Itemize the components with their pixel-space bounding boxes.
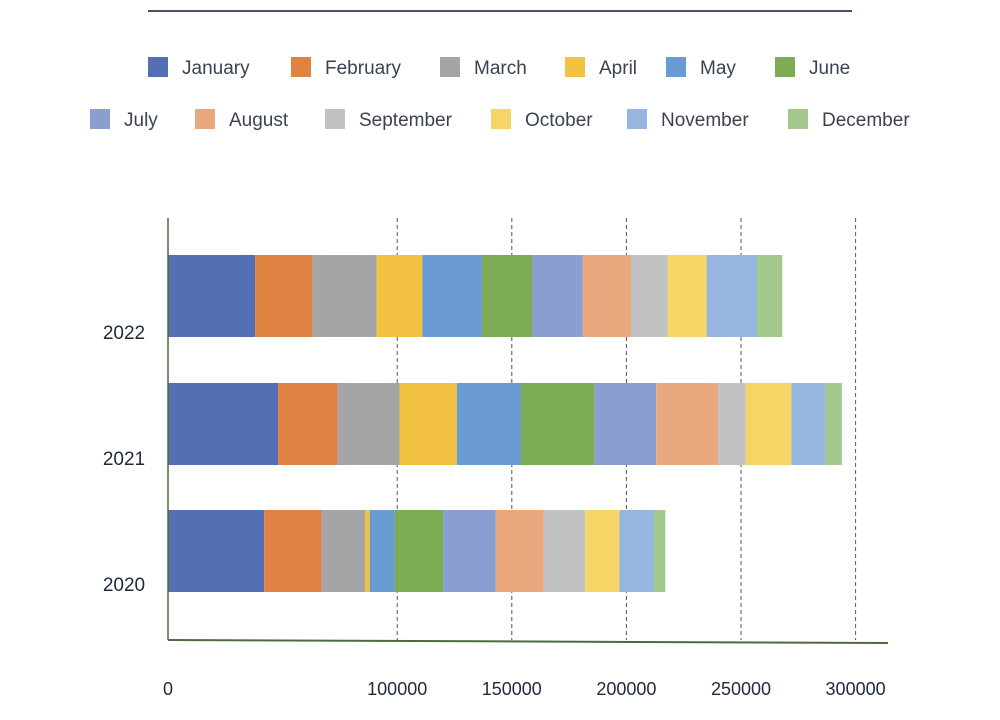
x-axis-line xyxy=(167,639,889,644)
bar-2022-april xyxy=(376,255,423,337)
legend-label-march: March xyxy=(474,58,527,79)
bar-2020-november xyxy=(619,510,654,592)
legend-label-november: November xyxy=(661,110,749,131)
bar-2021-december xyxy=(825,383,842,465)
legend-label-july: July xyxy=(124,110,158,131)
legend-item-august: August xyxy=(195,109,289,131)
legend-swatch-may xyxy=(666,57,686,77)
legend-swatch-january xyxy=(148,57,168,77)
bar-2021-february xyxy=(278,383,338,465)
bar-2020-december xyxy=(653,510,666,592)
legend-item-november: November xyxy=(627,109,749,131)
bar-group-2021 xyxy=(168,383,842,465)
bar-2021-july xyxy=(594,383,657,465)
bar-2020-july xyxy=(443,510,496,592)
bar-2021-may xyxy=(456,383,521,465)
legend-swatch-august xyxy=(195,109,215,129)
legend-item-may: May xyxy=(666,57,736,79)
y-category-label-2020: 2020 xyxy=(103,575,145,596)
legend-item-october: October xyxy=(491,109,593,131)
legend-swatch-september xyxy=(325,109,345,129)
bar-2020-march xyxy=(321,510,366,592)
x-tick-label-200000: 200000 xyxy=(596,679,656,699)
legend-label-june: June xyxy=(809,58,850,79)
legend: January February March April May June July Augu… xyxy=(90,57,910,131)
legend-swatch-april xyxy=(565,57,585,77)
bar-2022-october xyxy=(667,255,707,337)
legend-item-january: January xyxy=(148,57,250,79)
bar-2021-january xyxy=(168,383,279,465)
legend-label-december: December xyxy=(822,110,910,131)
legend-swatch-march xyxy=(440,57,460,77)
legend-label-september: September xyxy=(359,110,453,131)
bar-2020-may xyxy=(369,510,395,592)
x-tick-label-250000: 250000 xyxy=(711,679,771,699)
legend-swatch-december xyxy=(788,109,808,129)
bar-2021-august xyxy=(656,383,719,465)
bar-2021-october xyxy=(745,383,792,465)
bar-2020-september xyxy=(543,510,586,592)
bar-2020-april xyxy=(365,510,370,592)
legend-item-december: December xyxy=(788,109,910,131)
bar-2022-september xyxy=(630,255,668,337)
legend-item-july: July xyxy=(90,109,158,131)
bar-2021-november xyxy=(791,383,826,465)
x-tick-labels: 0 100000 150000 200000 250000 300000 xyxy=(163,679,886,699)
legend-label-february: February xyxy=(325,58,402,79)
legend-item-march: March xyxy=(440,57,527,79)
bar-2022-march xyxy=(312,255,377,337)
bar-group-2022 xyxy=(168,255,783,337)
legend-swatch-november xyxy=(627,109,647,129)
axes xyxy=(167,218,889,644)
bar-2020-february xyxy=(264,510,322,592)
bar-2021-april xyxy=(399,383,457,465)
x-tick-label-0: 0 xyxy=(163,679,173,699)
legend-item-september: September xyxy=(325,109,453,131)
bar-2021-june xyxy=(520,383,595,465)
x-tick-label-150000: 150000 xyxy=(482,679,542,699)
bar-2020-january xyxy=(168,510,265,592)
legend-item-april: April xyxy=(565,57,637,79)
bar-2020-october xyxy=(585,510,620,592)
bar-group-2020 xyxy=(168,510,666,592)
bar-2022-february xyxy=(255,255,313,337)
x-tick-label-100000: 100000 xyxy=(367,679,427,699)
legend-label-january: January xyxy=(182,58,250,79)
legend-item-february: February xyxy=(291,57,402,79)
legend-swatch-october xyxy=(491,109,511,129)
bar-2020-august xyxy=(495,510,544,592)
bar-2022-july xyxy=(532,255,583,337)
legend-swatch-june xyxy=(775,57,795,77)
legend-label-august: August xyxy=(229,110,289,131)
legend-swatch-july xyxy=(90,109,110,129)
legend-label-october: October xyxy=(525,110,593,131)
bar-2021-march xyxy=(337,383,400,465)
bars xyxy=(168,255,842,592)
bar-2022-june xyxy=(482,255,533,337)
bar-2022-november xyxy=(706,255,758,337)
bar-2022-january xyxy=(168,255,256,337)
legend-item-june: June xyxy=(775,57,850,79)
bar-2022-august xyxy=(582,255,631,337)
y-category-label-2022: 2022 xyxy=(103,323,145,344)
bar-2020-june xyxy=(394,510,444,592)
x-tick-label-300000: 300000 xyxy=(826,679,886,699)
legend-label-april: April xyxy=(599,58,637,79)
y-category-label-2021: 2021 xyxy=(103,449,145,470)
legend-label-may: May xyxy=(700,58,736,79)
bar-2022-december xyxy=(757,255,783,337)
legend-swatch-february xyxy=(291,57,311,77)
y-category-labels: 2022 2021 2020 xyxy=(103,323,145,596)
bar-2022-may xyxy=(422,255,483,337)
bar-2021-september xyxy=(718,383,746,465)
